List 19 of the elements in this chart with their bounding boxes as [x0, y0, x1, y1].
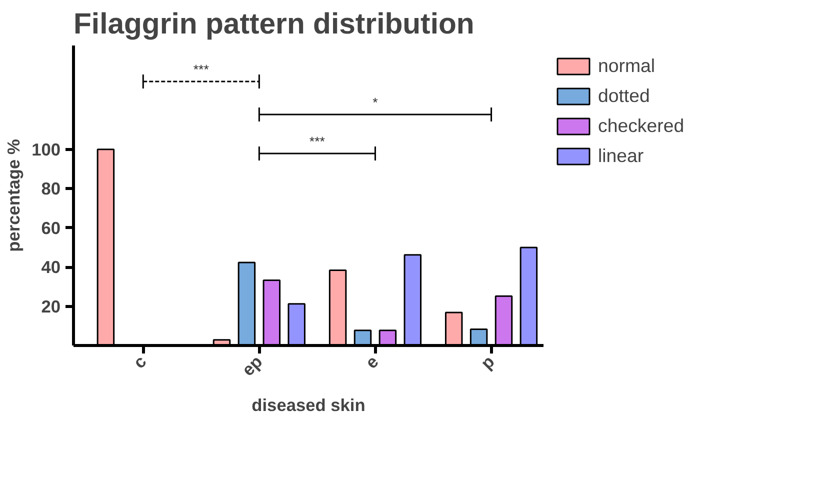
- y-tick-label: 20: [41, 296, 61, 316]
- annotation: ***: [193, 62, 209, 77]
- y-tick-label: 40: [41, 257, 61, 278]
- x-tick-label: ep: [238, 351, 266, 380]
- y-tick-label: 80: [41, 178, 61, 199]
- y-tick-label: 60: [41, 218, 61, 238]
- x-axis-title: diseased skin: [252, 394, 366, 415]
- legend-label: dotted: [598, 85, 650, 107]
- x-tick-label: p: [476, 351, 498, 374]
- y-axis-title: percentage %: [4, 139, 24, 252]
- legend-label: checkered: [598, 115, 684, 137]
- x-tick-label: c: [129, 351, 150, 372]
- chart-title: Filaggrin pattern distribution: [74, 8, 474, 40]
- annotation: ***: [309, 134, 325, 149]
- legend-label: linear: [598, 145, 644, 167]
- legend-label: normal: [598, 55, 656, 77]
- annotation: *: [372, 95, 378, 110]
- x-tick-label: e: [361, 351, 383, 372]
- y-tick-label: 100: [32, 139, 61, 160]
